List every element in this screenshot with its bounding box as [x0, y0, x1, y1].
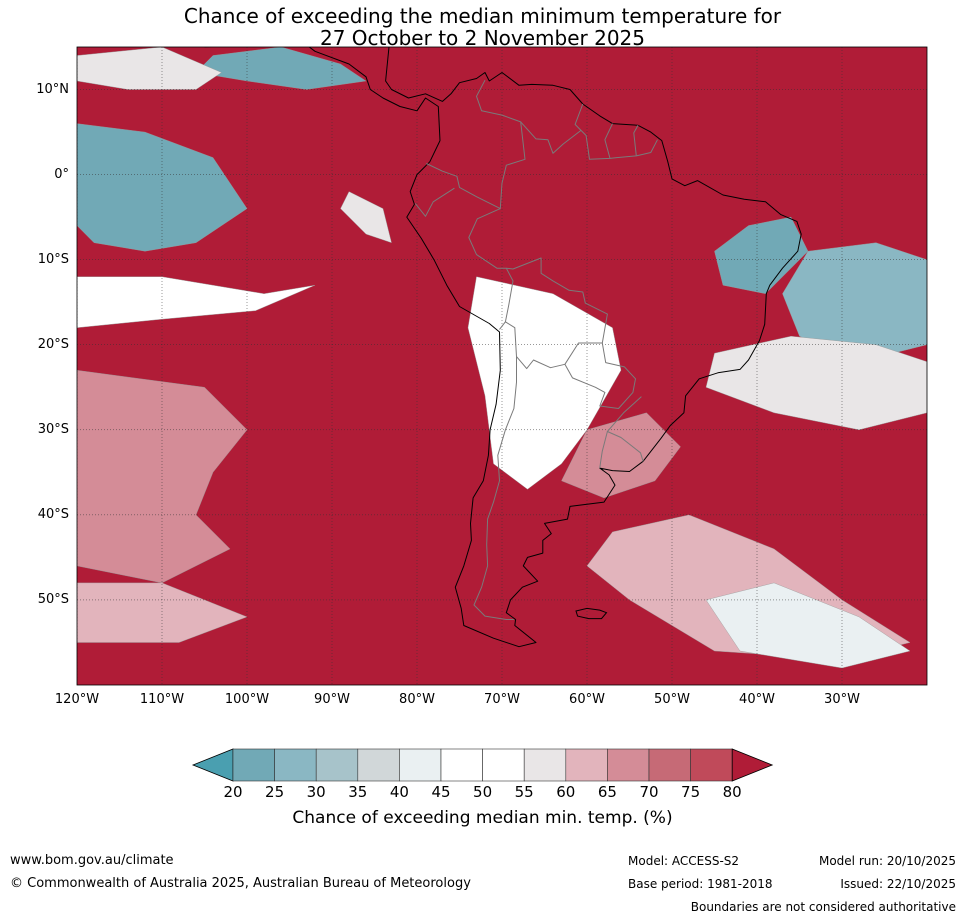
shaded-region-9 [705, 336, 927, 430]
colorbar-tick-label: 45 [431, 783, 451, 801]
colorbar-cell [315, 748, 359, 782]
colorbar-tick-label: 55 [514, 783, 534, 801]
base-period: Base period: 1981-2018 [628, 877, 773, 891]
shaded-region-11 [77, 582, 248, 643]
lon-tick-label: 80°W [399, 692, 435, 707]
colorbar-tick-label: 50 [473, 783, 493, 801]
lon-tick-label: 90°W [314, 692, 350, 707]
colorbar-tick-label: 30 [306, 783, 326, 801]
model-name: Model: ACCESS-S2 [628, 854, 740, 868]
country-border-6 [606, 396, 644, 462]
boundaries-disclaimer: Boundaries are not considered authoritat… [690, 900, 956, 914]
shaded-region-6 [561, 412, 681, 499]
shaded-region-0 [77, 123, 248, 252]
lat-tick-label: 30°S [37, 421, 69, 437]
lat-tick-label: 10°N [36, 81, 69, 97]
falkland-islands [575, 607, 608, 620]
colorbar-tick-label: 65 [597, 783, 617, 801]
country-border-7 [599, 431, 608, 469]
graticule [77, 47, 927, 685]
colorbar-cell [690, 748, 733, 782]
colorbar-low-arrow [191, 748, 234, 782]
lon-tick-label: 60°W [569, 692, 605, 707]
lon-tick-label: 40°W [739, 692, 775, 707]
country-border-2 [468, 208, 514, 330]
country-border-11 [633, 125, 639, 156]
colorbar-tick-label: 40 [389, 783, 409, 801]
chart-title-line-1: Chance of exceeding the median minimum t… [183, 4, 782, 28]
colorbar-tick-label: 25 [265, 783, 285, 801]
lon-tick-label: 30°W [824, 692, 860, 707]
country-border-0 [426, 79, 526, 210]
shaded-region-3 [77, 276, 316, 328]
colorbar-cell [648, 748, 691, 782]
country-border-4 [473, 356, 517, 620]
lon-tick-label: 120°W [54, 692, 100, 707]
lat-tick-label: 40°S [37, 506, 69, 522]
land-outlines [204, 47, 802, 648]
country-border-9 [520, 103, 584, 154]
colorbar-cell [607, 748, 650, 782]
colorbar-cell [565, 748, 608, 782]
lon-tick-label: 70°W [484, 692, 520, 707]
colorbar-cell [482, 748, 525, 782]
lon-tick-label: 50°W [654, 692, 690, 707]
shaded-region-2 [77, 47, 222, 90]
lat-tick-label: 20°S [37, 336, 69, 352]
chart-title-line-2: 27 October to 2 November 2025 [319, 26, 646, 50]
lat-tick-label: 10°S [37, 251, 69, 267]
country-border-10 [604, 123, 613, 159]
lat-tick-label: 50°S [37, 591, 69, 607]
colorbar-high-arrow [731, 748, 774, 782]
colorbar-cell [523, 748, 567, 782]
map-frame [76, 46, 928, 686]
model-run-date: Model run: 20/10/2025 [818, 854, 956, 868]
colorbar-cell [232, 748, 275, 782]
colorbar-title: Chance of exceeding median min. temp. (%… [292, 808, 673, 828]
colorbar-cell [357, 748, 400, 782]
shaded-region-5 [467, 276, 622, 490]
shaded-region-13 [705, 582, 911, 669]
colorbar-tick-label: 70 [639, 783, 659, 801]
country-border-1 [414, 187, 455, 217]
website-link[interactable]: www.bom.gov.au/climate [10, 853, 174, 868]
colorbar-cell [274, 748, 317, 782]
colorbar-cell [440, 748, 483, 782]
colorbar-tick-label: 60 [556, 783, 576, 801]
country-border-3 [505, 257, 608, 370]
country-border-8 [580, 130, 658, 160]
lon-tick-label: 110°W [139, 692, 185, 707]
shaded-region-7 [714, 216, 809, 294]
copyright-text: © Commonwealth of Australia 2025, Austra… [10, 876, 471, 891]
coastline [204, 47, 802, 648]
colorbar-cell [399, 748, 442, 782]
lat-tick-label: 0° [54, 166, 69, 182]
colorbar-tick-label: 80 [722, 783, 742, 801]
colorbar-tick-label: 75 [681, 783, 701, 801]
colorbar-tick-label: 20 [223, 783, 243, 801]
issued-date: Issued: 22/10/2025 [840, 877, 956, 891]
shaded-region-4 [340, 191, 392, 243]
country-border-5 [564, 342, 636, 409]
colorbar-tick-label: 35 [348, 783, 368, 801]
lon-tick-label: 100°W [224, 692, 270, 707]
